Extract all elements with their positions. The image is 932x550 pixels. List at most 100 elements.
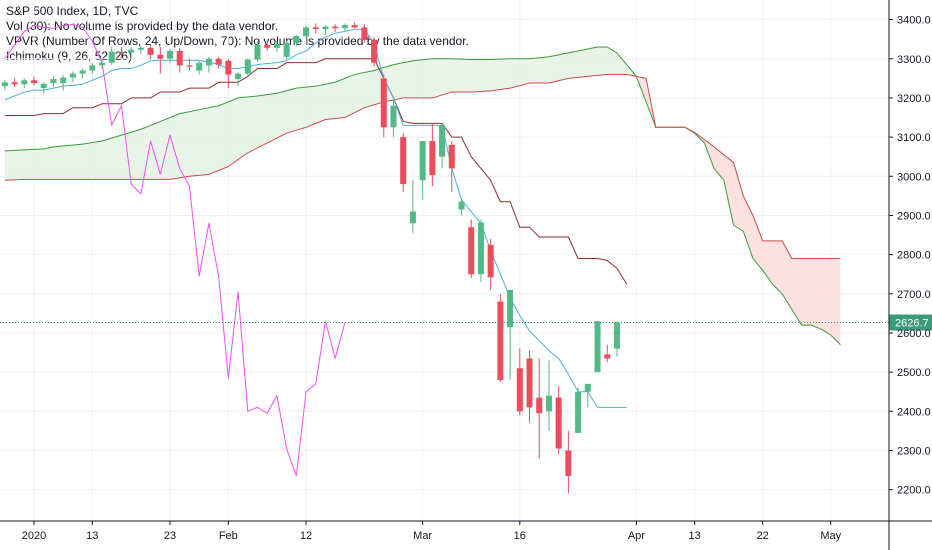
x-tick-label: 22	[757, 530, 769, 542]
senkou-span-a-line	[4, 46, 841, 346]
candle-up	[409, 211, 416, 224]
candle-down	[176, 50, 183, 66]
candle-up	[99, 62, 106, 66]
x-tick-label: 16	[514, 530, 526, 542]
candle-up	[108, 51, 115, 63]
candle-down	[361, 27, 368, 40]
candles	[1, 22, 620, 494]
y-tick-label: 3100.0	[897, 132, 931, 144]
x-tick-label: 13	[689, 530, 701, 542]
candle-up	[50, 79, 57, 84]
current-price-line: 2626.7	[0, 314, 932, 331]
candle-down	[225, 60, 232, 75]
candle-up	[390, 105, 397, 128]
candle-down	[526, 358, 533, 408]
x-tick-label: Feb	[219, 530, 238, 542]
y-tick-label: 2300.0	[897, 445, 931, 457]
candle-up	[244, 59, 251, 74]
x-tick-label: 12	[300, 530, 312, 542]
candle-up	[235, 73, 242, 80]
cloud-bearish-fill	[638, 76, 654, 121]
x-tick-label: Mar	[413, 530, 432, 542]
legend-vpvr: VPVR (Number Of Rows, 24, Up/Down, 70): …	[6, 34, 469, 48]
candle-down	[157, 54, 164, 59]
y-tick-label: 3000.0	[897, 171, 931, 183]
candle-up	[89, 65, 96, 71]
candle-up	[419, 141, 426, 181]
candle-up	[196, 62, 203, 71]
candle-up	[60, 77, 67, 84]
candle-down	[468, 227, 475, 275]
candle-up	[507, 289, 514, 328]
candle-down	[536, 397, 543, 414]
candle-up	[613, 322, 620, 349]
candle-down	[604, 354, 611, 359]
chikou-span-line	[4, 23, 346, 477]
candle-up	[293, 36, 300, 44]
candle-down	[448, 144, 455, 169]
candle-down	[215, 58, 222, 65]
candle-up	[79, 70, 86, 74]
candle-down	[487, 244, 494, 278]
candle-up	[205, 58, 212, 66]
legend-volume: Vol (30): No volume is provided by the d…	[6, 19, 279, 33]
candle-down	[118, 51, 125, 53]
candle-up	[167, 50, 174, 59]
current-price-label: 2626.7	[895, 318, 929, 330]
x-tick-label: 23	[164, 530, 176, 542]
y-tick-label: 3400.0	[897, 15, 931, 27]
candle-up	[21, 80, 28, 85]
candle-up	[341, 25, 348, 29]
y-tick-label: 2800.0	[897, 250, 931, 262]
candle-down	[400, 137, 407, 185]
y-tick-label: 2900.0	[897, 210, 931, 222]
candle-down	[516, 368, 523, 412]
candle-up	[128, 49, 135, 53]
x-tick-label: 13	[86, 530, 98, 542]
candle-up	[283, 43, 290, 57]
y-tick-label: 2700.0	[897, 289, 931, 301]
x-tick-label: 2020	[22, 530, 46, 542]
candle-up	[545, 395, 552, 412]
ichimoku-cloud	[4, 47, 841, 345]
y-tick-label: 2200.0	[897, 485, 931, 497]
candle-down	[264, 45, 271, 48]
candle-down	[186, 65, 193, 67]
y-tick-label: 3200.0	[897, 93, 931, 105]
candle-down	[312, 27, 319, 29]
y-tick-label: 3300.0	[897, 54, 931, 66]
y-tick-label: 2400.0	[897, 406, 931, 418]
y-tick-label: 2600.0	[897, 328, 931, 340]
candle-down	[147, 47, 154, 55]
candle-up	[477, 222, 484, 275]
candle-up	[69, 73, 76, 78]
candle-down	[380, 78, 387, 128]
indicator-lines	[4, 23, 841, 477]
candle-up	[1, 82, 8, 87]
candle-up	[584, 383, 591, 392]
candle-up	[594, 321, 601, 373]
candle-up	[303, 27, 310, 37]
candle-down	[351, 25, 358, 28]
chart-legend: S&P 500 Index, 1D, TVC Vol (30): No volu…	[6, 4, 469, 64]
candle-down	[332, 26, 339, 29]
candle-down	[30, 80, 38, 84]
y-tick-label: 2500.0	[897, 367, 931, 379]
candle-up	[137, 47, 144, 50]
candle-up	[322, 26, 329, 29]
cloud-bullish-fill	[4, 47, 637, 181]
candle-down	[497, 301, 504, 380]
cloud-bearish-fill	[687, 128, 841, 345]
candle-up	[40, 83, 47, 89]
tenkan-sen-line	[4, 28, 627, 408]
candle-up	[254, 45, 261, 60]
candle-down	[11, 82, 18, 85]
candle-up	[458, 201, 465, 210]
candle-down	[429, 141, 436, 176]
candle-down	[371, 39, 378, 63]
candle-up	[439, 125, 446, 157]
candle-up	[575, 391, 582, 433]
candle-up	[273, 43, 280, 48]
